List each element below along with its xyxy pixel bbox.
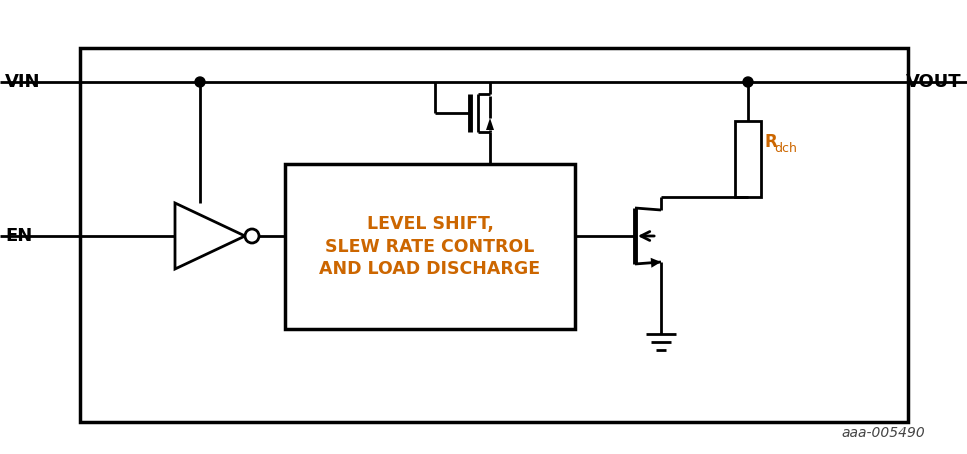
- Text: SLEW RATE CONTROL: SLEW RATE CONTROL: [325, 237, 535, 256]
- Polygon shape: [175, 203, 245, 269]
- Text: dch: dch: [774, 142, 797, 155]
- Text: VIN: VIN: [5, 73, 41, 91]
- Text: aaa-005490: aaa-005490: [841, 426, 925, 440]
- Circle shape: [743, 77, 753, 87]
- Polygon shape: [486, 118, 494, 130]
- Bar: [80, 48, 908, 422]
- Text: R: R: [764, 133, 777, 151]
- Text: EN: EN: [5, 227, 32, 245]
- Bar: [735, 121, 761, 197]
- Circle shape: [245, 229, 259, 243]
- Text: AND LOAD DISCHARGE: AND LOAD DISCHARGE: [319, 260, 541, 277]
- Text: VOUT: VOUT: [906, 73, 962, 91]
- Text: LEVEL SHIFT,: LEVEL SHIFT,: [366, 216, 493, 233]
- Bar: [285, 164, 575, 329]
- Circle shape: [195, 77, 205, 87]
- Polygon shape: [651, 258, 661, 268]
